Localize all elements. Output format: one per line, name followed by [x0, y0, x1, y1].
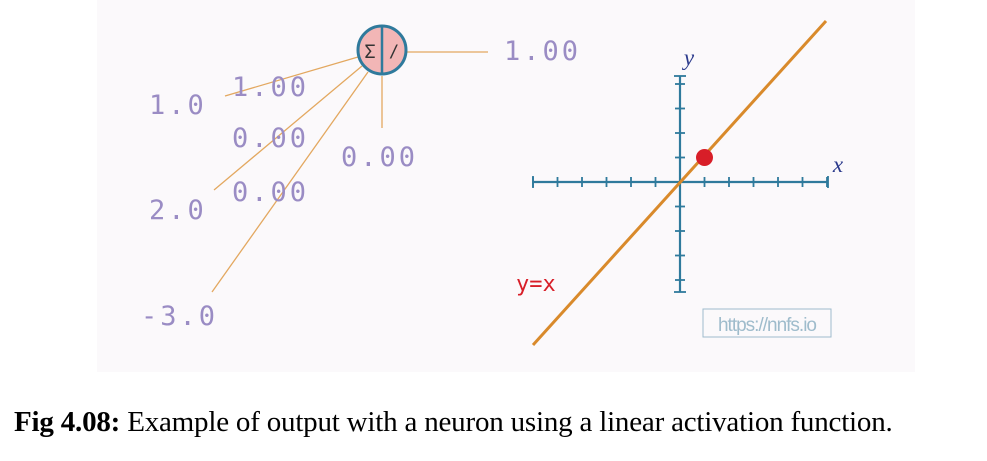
- input-value-1: 1.0: [149, 90, 207, 121]
- weight-value-1: 1.00: [232, 72, 309, 103]
- neuron-numbers: 1.0 2.0 -3.0 1.00 0.00 0.00 0.00 1.00: [141, 36, 581, 332]
- input-wire-1: [224, 56, 359, 97]
- watermark: https://nnfs.io: [702, 308, 832, 338]
- caption-label: Fig 4.08:: [14, 406, 121, 438]
- figure-caption: Fig 4.08: Example of output with a neuro…: [14, 406, 979, 439]
- neuron-diagram: Σ / 1.0 2.0 -3.0 1.00 0.00 0.00 0.00 1.0…: [141, 19, 844, 347]
- neuron: Σ /: [356, 24, 408, 76]
- sum-symbol: Σ: [364, 41, 375, 63]
- weight-value-2: 0.00: [232, 123, 309, 154]
- bias-value: 0.00: [341, 142, 418, 173]
- linear-graph: x y y=x https://nnfs.io: [516, 19, 844, 347]
- input-wire-2: [213, 65, 363, 191]
- input-value-2: 2.0: [149, 195, 207, 226]
- activation-symbol: /: [389, 42, 399, 62]
- output-value: 1.00: [504, 36, 581, 67]
- linear-function-line: [531, 19, 828, 347]
- weight-value-3: 0.00: [232, 177, 309, 208]
- input-wire-3: [211, 71, 369, 293]
- output-point: [696, 149, 713, 166]
- watermark-box: [702, 308, 832, 338]
- watermark-text: https://nnfs.io: [718, 315, 816, 336]
- equation-label: y=x: [516, 272, 556, 297]
- input-value-3: -3.0: [141, 301, 218, 332]
- wires: [211, 51, 488, 293]
- x-axis-label: x: [832, 152, 844, 177]
- caption-text: Example of output with a neuron using a …: [120, 406, 893, 438]
- y-axis-label: y: [682, 45, 695, 70]
